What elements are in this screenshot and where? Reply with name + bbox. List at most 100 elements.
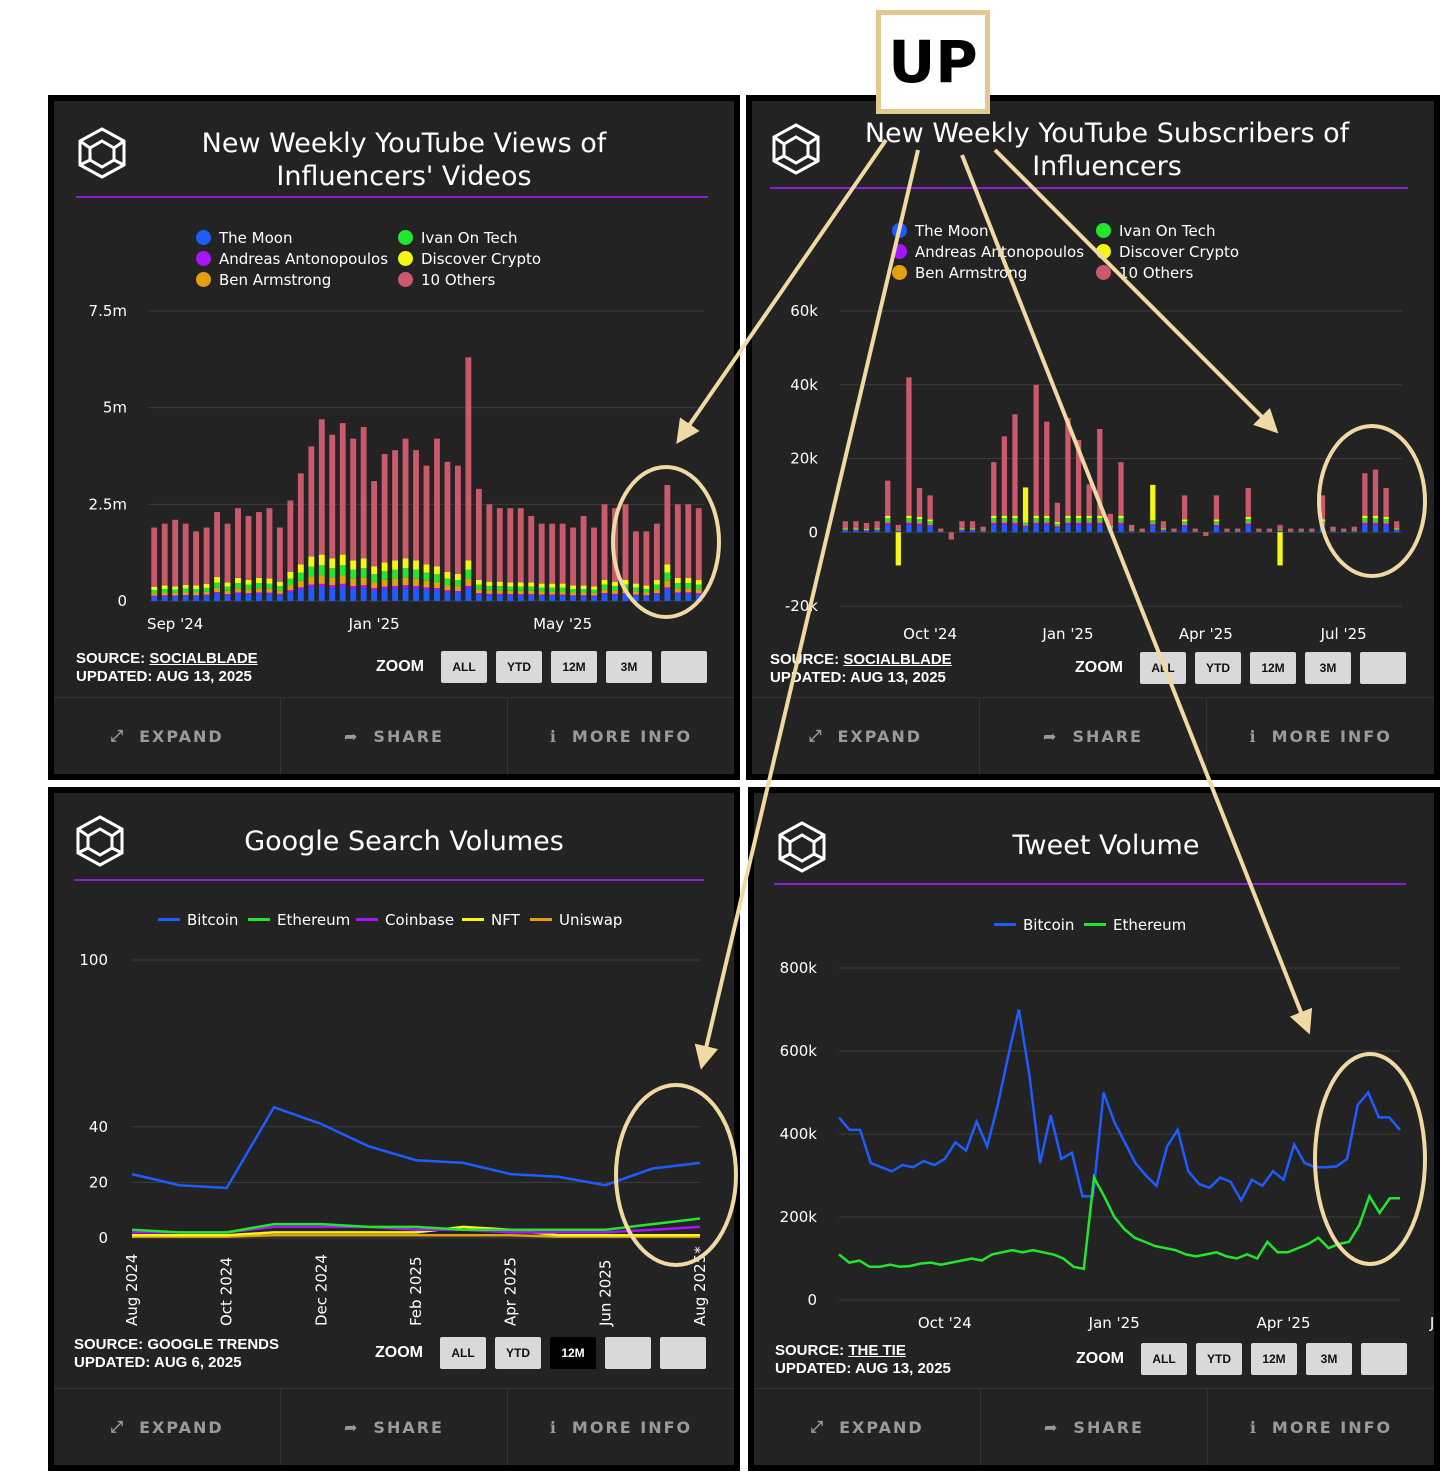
share-button[interactable]: ➦ SHARE <box>980 698 1208 774</box>
legend-item[interactable]: Ben Armstrong <box>196 271 331 289</box>
legend-item[interactable]: Ivan On Tech <box>398 229 517 247</box>
zoom-all-button[interactable]: ALL <box>440 1337 486 1369</box>
bar-segment <box>885 515 891 519</box>
zoom-all-button[interactable]: ALL <box>1141 1343 1187 1375</box>
expand-button[interactable]: ⤢ EXPAND <box>752 698 980 774</box>
bar-segment <box>695 579 702 585</box>
bar-segment <box>1150 518 1156 521</box>
bar-segment <box>329 588 336 601</box>
zoom-12m-button[interactable]: 12M <box>551 651 597 683</box>
tweet-volume-line-chart: 0 200k 400k 600k 800k Oct '24 Jan '25 Apr '25 Ju… <box>780 959 1434 1332</box>
bar-segment <box>895 531 901 533</box>
card-footer: ⤢ EXPAND ➦ SHARE ℹ MORE INFO <box>754 1388 1434 1465</box>
bar-segment <box>1044 522 1050 525</box>
legend-item[interactable]: Coinbase <box>356 911 454 929</box>
bar-segment <box>256 588 262 593</box>
legend-item[interactable]: The Moon <box>196 229 292 247</box>
zoom-ytd-button[interactable]: YTD <box>496 651 542 683</box>
more-info-button[interactable]: ℹ MORE INFO <box>1249 1417 1393 1437</box>
bar-segment <box>1341 531 1347 533</box>
zoom-3m-button[interactable]: 3M <box>1305 652 1351 684</box>
bar-segment <box>287 590 294 593</box>
bar-segment <box>1213 526 1220 533</box>
more-info-button[interactable]: ℹ MORE INFO <box>549 726 693 746</box>
zoom-extra-button[interactable] <box>1361 1343 1407 1375</box>
y-tick-label: 0 <box>98 1229 108 1247</box>
expand-button[interactable]: ⤢ EXPAND <box>754 1389 981 1465</box>
y-tick-label: 0 <box>808 523 818 541</box>
y-tick-label: 20k <box>790 450 818 468</box>
legend-item[interactable]: NFT <box>462 911 520 929</box>
bar-segment <box>1022 487 1029 521</box>
legend-item[interactable]: Ethereum <box>248 911 350 929</box>
share-button[interactable]: ➦ SHARE <box>281 698 508 774</box>
legend-item[interactable]: Uniswap <box>530 911 622 929</box>
zoom-3m-button[interactable]: 3M <box>606 651 652 683</box>
zoom-12m-button[interactable]: 12M <box>1250 652 1296 684</box>
bar-segment <box>413 560 419 570</box>
legend-item[interactable]: Bitcoin <box>158 911 238 929</box>
legend-item[interactable]: Ben Armstrong <box>892 264 1027 282</box>
zoom-extra-button[interactable] <box>605 1337 651 1369</box>
expand-button[interactable]: ⤢ EXPAND <box>54 1389 281 1465</box>
bar-segment <box>475 593 482 595</box>
bar-segment <box>434 438 440 567</box>
card-footer: ⤢ EXPAND ➦ SHARE ℹ MORE INFO <box>752 697 1434 774</box>
expand-button[interactable]: ⤢ EXPAND <box>54 698 281 774</box>
source-link[interactable]: THE TIE <box>848 1342 906 1359</box>
legend-item[interactable]: 10 Others <box>398 271 495 289</box>
x-tick-label: Apr 2025 <box>502 1257 520 1326</box>
bar-segment <box>1086 521 1092 523</box>
legend-item[interactable]: Andreas Antonopoulos <box>196 250 388 268</box>
share-button[interactable]: ➦ SHARE <box>981 1389 1208 1465</box>
source-link[interactable]: SOCIALBLADE <box>843 651 952 668</box>
bar-segment <box>906 515 912 519</box>
legend-item[interactable]: 10 Others <box>1096 264 1193 282</box>
zoom-12m-button[interactable]: 12M <box>1251 1343 1297 1375</box>
y-tick-label: 0 <box>807 1291 817 1309</box>
legend-item[interactable]: Andreas Antonopoulos <box>892 243 1084 261</box>
zoom-ytd-button[interactable]: YTD <box>1196 1343 1242 1375</box>
legend-item[interactable]: Discover Crypto <box>1096 243 1239 261</box>
bar-segment <box>193 592 200 596</box>
y-tick-label: 400k <box>780 1125 818 1143</box>
more-info-button[interactable]: ℹ MORE INFO <box>549 1417 693 1437</box>
bar-segment <box>528 595 535 601</box>
bar-segment <box>350 578 357 586</box>
zoom-extra-button[interactable] <box>1360 652 1406 684</box>
legend-item[interactable]: Ethereum <box>1084 916 1186 934</box>
bar-segment <box>528 594 535 596</box>
bar-segment <box>256 592 262 595</box>
zoom-3m-button[interactable]: 3M <box>1306 1343 1352 1375</box>
zoom-12m-button[interactable]: 12M <box>550 1337 596 1369</box>
zoom-ytd-button[interactable]: YTD <box>1195 652 1241 684</box>
bar-segment <box>203 591 210 595</box>
legend-item[interactable]: Bitcoin <box>994 916 1074 934</box>
legend-item[interactable]: Discover Crypto <box>398 250 541 268</box>
bar-segment <box>465 585 472 589</box>
bar-segment <box>507 590 514 595</box>
zoom-ytd-button[interactable]: YTD <box>495 1337 541 1369</box>
zoom-extra-button[interactable] <box>661 651 707 683</box>
legend-item[interactable]: Ivan On Tech <box>1096 222 1215 240</box>
more-info-button[interactable]: ℹ MORE INFO <box>1249 726 1392 746</box>
logo-cube-icon <box>76 815 124 867</box>
bar-segment <box>444 578 451 586</box>
y-tick-label: 60k <box>790 302 818 320</box>
bar-segment <box>1075 522 1082 525</box>
bar-segment <box>496 508 503 582</box>
zoom-all-button[interactable]: ALL <box>1140 652 1186 684</box>
legend-item[interactable]: The Moon <box>892 222 988 240</box>
bar-segment <box>538 595 545 601</box>
zoom-all-button[interactable]: ALL <box>441 651 487 683</box>
bar-segment <box>256 594 262 601</box>
share-button[interactable]: ➦ SHARE <box>281 1389 508 1465</box>
bar-segment <box>664 580 671 588</box>
bar-segment <box>643 595 650 597</box>
bar-segment <box>643 592 650 596</box>
bar-segment <box>486 504 493 582</box>
y-tick-label: 40 <box>89 1118 108 1136</box>
source-link[interactable]: SOCIALBLADE <box>149 650 258 667</box>
bar-segment <box>906 521 912 523</box>
zoom-extra-button[interactable] <box>660 1337 706 1369</box>
